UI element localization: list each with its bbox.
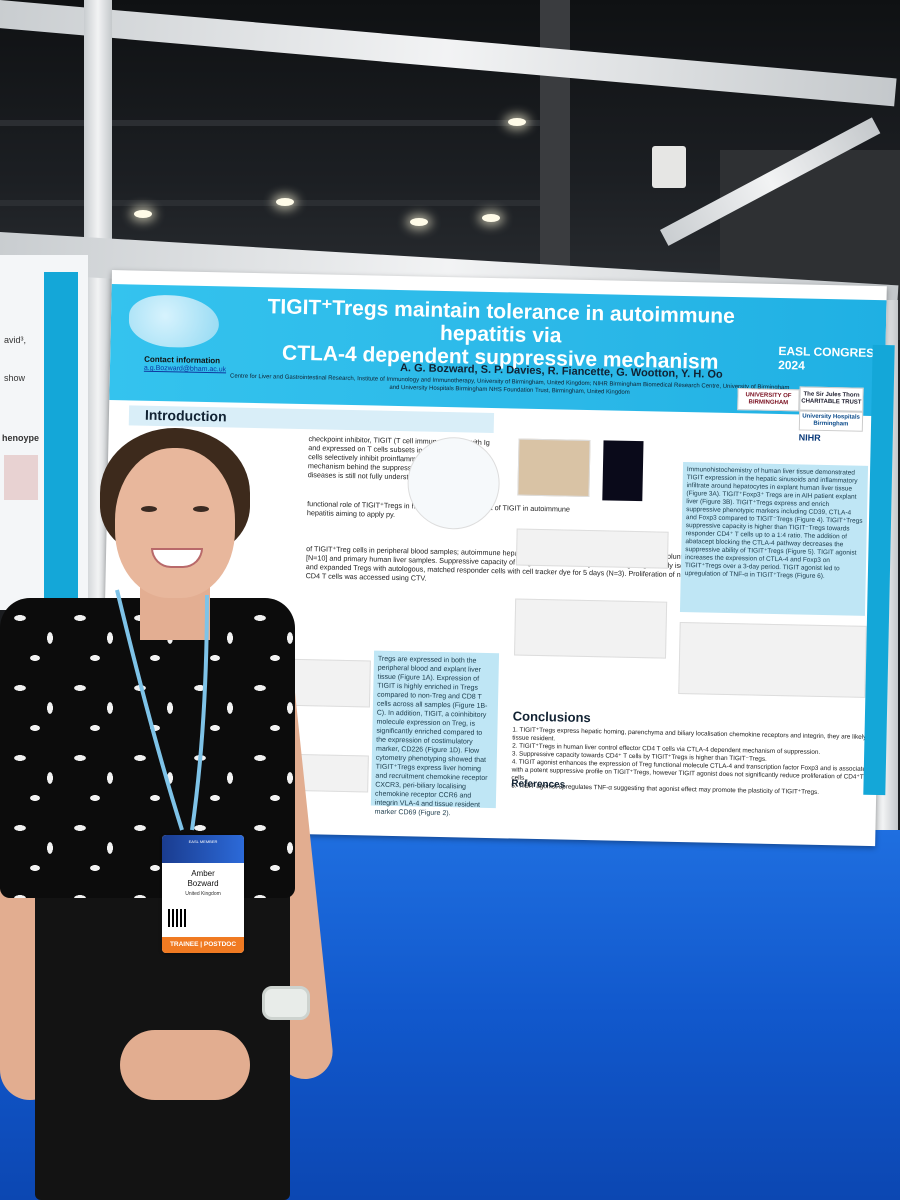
person-face [115, 448, 235, 598]
conclusions-list: 1. TIGIT⁺Tregs express hepatic homing, p… [511, 726, 872, 798]
results-box-right: Immunohistochemistry of human liver tiss… [679, 462, 869, 616]
badge-first-name: Amber [191, 869, 215, 878]
badge-header: EASL MEMBER [162, 835, 244, 863]
wall-box [652, 146, 686, 188]
intro-heading: Introduction [144, 406, 227, 425]
easl-congress-logo: EASL CONGRESS 2024 [778, 344, 886, 374]
eye [193, 506, 209, 512]
eye [141, 506, 157, 512]
badge-country: United Kingdom [185, 891, 221, 897]
uhb-logo: University Hospitals Birmingham [798, 410, 864, 432]
person-patterned-top [0, 598, 295, 898]
name-badge: EASL MEMBER Amber Bozward United Kingdom… [162, 835, 244, 953]
results-box: Tregs are expressed in both the peripher… [370, 650, 500, 817]
conclusions-heading: Conclusions [512, 708, 591, 726]
suppression-plots [514, 598, 668, 659]
smartwatch-icon [262, 986, 310, 1020]
fluorescence-image [602, 440, 644, 502]
ceiling-light [276, 198, 294, 206]
ceiling-light [134, 210, 152, 218]
ceiling-light [410, 218, 428, 226]
contact-heading: Contact information [144, 354, 221, 366]
qr-code-icon [168, 909, 186, 927]
badge-ribbon: TRAINEE | POSTDOC [162, 937, 244, 953]
smile [151, 548, 203, 568]
agonist-plots [678, 621, 867, 698]
ceiling-light [508, 118, 526, 126]
flow-plots [515, 528, 669, 569]
badge-last-name: Bozward [187, 879, 219, 888]
congress-year: 2024 [778, 357, 806, 373]
neighbor-text: avid³, [4, 335, 27, 345]
badge-role: EASL MEMBER [188, 839, 218, 844]
ceiling-beam [0, 120, 560, 126]
pillar [540, 0, 570, 300]
ihc-image [517, 438, 591, 498]
sjt-logo: The Sir Jules Thorn CHARITABLE TRUST [799, 386, 864, 412]
lanyard [115, 589, 209, 831]
neighbor-poster-strip [44, 272, 78, 607]
person-hands [120, 1030, 250, 1100]
poster-title: TIGIT⁺Tregs maintain tolerance in autoim… [230, 295, 771, 375]
uob-logo: UNIVERSITY OF BIRMINGHAM [737, 388, 800, 412]
phenotype-plots [292, 658, 371, 708]
neighbor-text: henoype [2, 433, 40, 443]
neighbor-text: show [4, 373, 26, 383]
ceiling-light [482, 214, 500, 222]
neighbor-chart [4, 455, 38, 500]
nihr-logo: NIHR [798, 432, 821, 443]
references-heading: References [511, 778, 566, 791]
